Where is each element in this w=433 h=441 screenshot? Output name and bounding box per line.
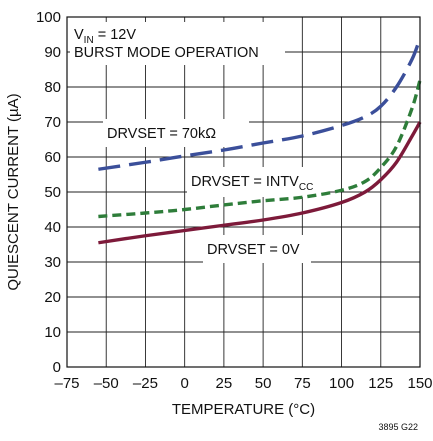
y-tick-label: 10 <box>44 324 61 341</box>
y-tick-label: 20 <box>44 289 61 306</box>
series-line <box>98 121 422 245</box>
series-line <box>98 37 422 171</box>
x-tick-label: –25 <box>133 375 158 392</box>
y-tick-label: 50 <box>44 184 61 201</box>
condition-mode: BURST MODE OPERATION <box>74 45 259 61</box>
x-tick-label: 75 <box>294 375 311 392</box>
x-tick-label: 50 <box>255 375 272 392</box>
condition-vin: VIN = 12V <box>74 27 136 46</box>
y-tick-labels: 0 10 20 30 40 50 60 70 80 90 100 <box>36 9 61 376</box>
label-drvset-70k: DRVSET = 70kΩ <box>107 126 216 142</box>
y-axis-title: QUIESCENT CURRENT (µA) <box>5 93 22 290</box>
x-tick-label: 125 <box>368 375 393 392</box>
x-tick-label: 150 <box>407 375 432 392</box>
y-tick-label: 60 <box>44 149 61 166</box>
x-tick-label: 100 <box>329 375 354 392</box>
y-tick-label: 100 <box>36 9 61 26</box>
y-tick-label: 30 <box>44 254 61 271</box>
label-drvset-intvcc: DRVSET = INTVCC <box>191 174 313 193</box>
y-tick-label: 0 <box>53 359 61 376</box>
x-tick-label: 25 <box>216 375 233 392</box>
series-lines <box>98 37 422 245</box>
y-tick-label: 40 <box>44 219 61 236</box>
label-box-70k <box>103 119 249 147</box>
label-box-0v <box>203 235 311 263</box>
plot-frame <box>66 16 421 368</box>
x-tick-label: –50 <box>94 375 119 392</box>
y-tick-label: 80 <box>44 79 61 96</box>
x-tick-label: –75 <box>54 375 79 392</box>
label-drvset-0v: DRVSET = 0V <box>207 242 300 258</box>
label-box-intvcc <box>187 167 330 197</box>
x-tick-labels: –75 –50 –25 0 25 50 75 100 125 150 <box>54 375 432 392</box>
conditions-box <box>70 22 285 65</box>
figure-id: 3895 G22 <box>378 422 418 432</box>
y-tick-label: 70 <box>44 114 61 131</box>
x-axis-title: TEMPERATURE (°C) <box>172 401 315 418</box>
x-tick-label: 0 <box>180 375 188 392</box>
series-line <box>98 79 422 219</box>
y-tick-label: 90 <box>44 44 61 61</box>
